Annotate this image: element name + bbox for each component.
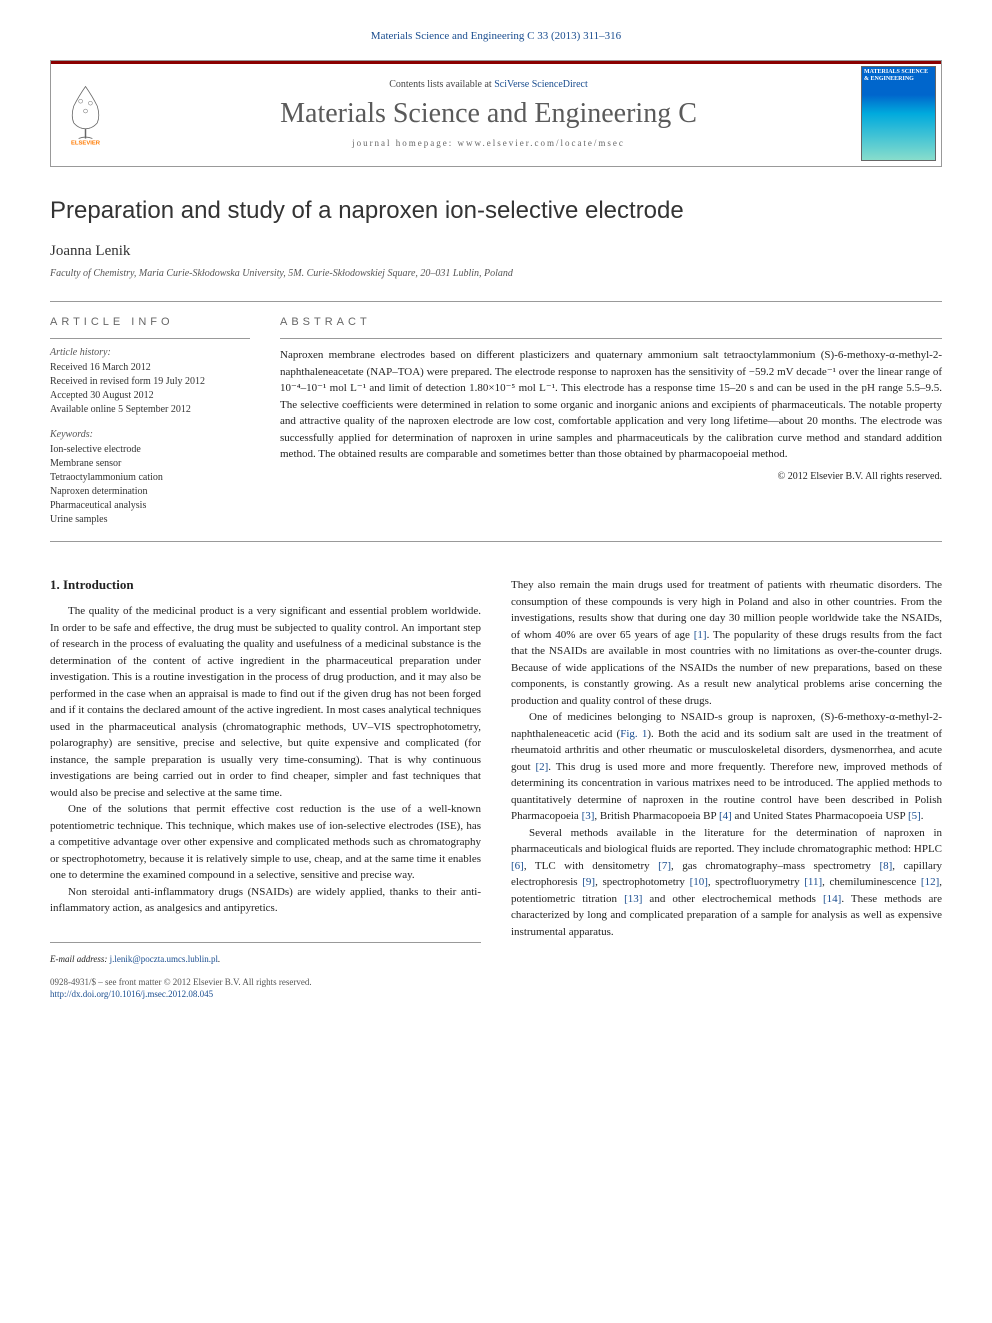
- abstract-divider: [280, 338, 942, 339]
- article-info-heading: ARTICLE INFO: [50, 316, 250, 328]
- keyword: Ion-selective electrode: [50, 443, 250, 457]
- sciverse-link[interactable]: SciVerse ScienceDirect: [494, 79, 588, 90]
- banner-accent-bar: [51, 61, 941, 64]
- abstract-heading: ABSTRACT: [280, 316, 942, 328]
- abstract-text: Naproxen membrane electrodes based on di…: [280, 347, 942, 463]
- article-title: Preparation and study of a naproxen ion-…: [50, 197, 942, 225]
- paragraph: The quality of the medicinal product is …: [50, 603, 481, 801]
- text: , gas chromatography–mass spectrometry: [671, 860, 879, 872]
- keyword: Urine samples: [50, 513, 250, 527]
- doi-link[interactable]: http://dx.doi.org/10.1016/j.msec.2012.08…: [50, 989, 213, 999]
- keyword: Tetraoctylammonium cation: [50, 471, 250, 485]
- abstract-section: ABSTRACT Naproxen membrane electrodes ba…: [280, 316, 942, 527]
- figure-link[interactable]: Fig. 1: [620, 728, 647, 740]
- citation-link[interactable]: [5]: [908, 810, 921, 822]
- article-info-left: ARTICLE INFO Article history: Received 1…: [50, 316, 250, 527]
- text: and United States Pharmacopoeia USP: [732, 810, 908, 822]
- info-divider: [50, 338, 250, 339]
- banner-center: Contents lists available at SciVerse Sci…: [121, 69, 856, 158]
- page-footer-left: E-mail address: j.lenik@poczta.umcs.lubl…: [50, 942, 481, 1001]
- citation-link[interactable]: [9]: [582, 876, 595, 888]
- text: , TLC with densitometry: [524, 860, 658, 872]
- author-affiliation: Faculty of Chemistry, Maria Curie-Skłodo…: [50, 268, 942, 279]
- keywords-label: Keywords:: [50, 429, 250, 440]
- text: , chemiluminescence: [822, 876, 921, 888]
- header-citation[interactable]: Materials Science and Engineering C 33 (…: [50, 30, 942, 42]
- paragraph: One of the solutions that permit effecti…: [50, 801, 481, 884]
- journal-name: Materials Science and Engineering C: [121, 98, 856, 130]
- paragraph: Non steroidal anti-inflammatory drugs (N…: [50, 884, 481, 917]
- column-left: 1. Introduction The quality of the medic…: [50, 577, 481, 1001]
- homepage-url[interactable]: www.elsevier.com/locate/msec: [458, 138, 625, 148]
- history-online: Available online 5 September 2012: [50, 403, 250, 417]
- keyword: Pharmaceutical analysis: [50, 499, 250, 513]
- citation-link[interactable]: [1]: [694, 629, 707, 641]
- text: , spectrophotometry: [595, 876, 690, 888]
- journal-cover: MATERIALS SCIENCE & ENGINEERING: [856, 61, 941, 166]
- history-accepted: Accepted 30 August 2012: [50, 389, 250, 403]
- email-period: .: [218, 954, 220, 964]
- elsevier-tree-icon: ELSEVIER: [59, 81, 113, 146]
- citation-link[interactable]: [11]: [804, 876, 822, 888]
- email-link[interactable]: j.lenik@poczta.umcs.lublin.pl: [110, 954, 218, 964]
- homepage-line: journal homepage: www.elsevier.com/locat…: [121, 138, 856, 148]
- intro-heading: 1. Introduction: [50, 577, 481, 593]
- contents-prefix: Contents lists available at: [389, 79, 494, 90]
- body-columns: 1. Introduction The quality of the medic…: [50, 577, 942, 1001]
- article-info-section: ARTICLE INFO Article history: Received 1…: [50, 302, 942, 541]
- keyword: Naproxen determination: [50, 485, 250, 499]
- cover-title-text: MATERIALS SCIENCE & ENGINEERING: [862, 67, 935, 84]
- citation-link[interactable]: [8]: [879, 860, 892, 872]
- author-name: Joanna Lenik: [50, 243, 942, 260]
- history-received: Received 16 March 2012: [50, 361, 250, 375]
- text: , British Pharmacopoeia BP: [594, 810, 719, 822]
- paragraph: Several methods available in the literat…: [511, 825, 942, 941]
- email-label: E-mail address:: [50, 954, 110, 964]
- svg-text:ELSEVIER: ELSEVIER: [71, 140, 101, 146]
- text: and other electrochemical methods: [642, 893, 823, 905]
- text: Several methods available in the literat…: [511, 827, 942, 856]
- copyright-line: 0928-4931/$ – see front matter © 2012 El…: [50, 976, 481, 989]
- cover-thumbnail: MATERIALS SCIENCE & ENGINEERING: [861, 66, 936, 161]
- contents-line: Contents lists available at SciVerse Sci…: [121, 79, 856, 90]
- keyword: Membrane sensor: [50, 457, 250, 471]
- homepage-prefix: journal homepage:: [352, 138, 457, 148]
- history-revised: Received in revised form 19 July 2012: [50, 375, 250, 389]
- citation-link[interactable]: [14]: [823, 893, 841, 905]
- journal-banner: ELSEVIER Contents lists available at Sci…: [50, 60, 942, 167]
- citation-link[interactable]: [7]: [658, 860, 671, 872]
- paragraph: They also remain the main drugs used for…: [511, 577, 942, 709]
- citation-link[interactable]: [10]: [690, 876, 708, 888]
- citation-link[interactable]: [6]: [511, 860, 524, 872]
- citation-link[interactable]: [13]: [624, 893, 642, 905]
- column-right: They also remain the main drugs used for…: [511, 577, 942, 1001]
- text: , spectrofluorymetry: [708, 876, 804, 888]
- citation-link[interactable]: [2]: [535, 761, 548, 773]
- publisher-logo: ELSEVIER: [51, 73, 121, 154]
- citation-link[interactable]: [12]: [921, 876, 939, 888]
- email-line: E-mail address: j.lenik@poczta.umcs.lubl…: [50, 951, 481, 966]
- copyright-footer: 0928-4931/$ – see front matter © 2012 El…: [50, 976, 481, 1001]
- history-label: Article history:: [50, 347, 250, 358]
- text: .: [921, 810, 924, 822]
- abstract-copyright: © 2012 Elsevier B.V. All rights reserved…: [280, 471, 942, 482]
- citation-link[interactable]: [3]: [582, 810, 595, 822]
- section-divider: [50, 541, 942, 542]
- citation-link[interactable]: [4]: [719, 810, 732, 822]
- paragraph: One of medicines belonging to NSAID-s gr…: [511, 709, 942, 825]
